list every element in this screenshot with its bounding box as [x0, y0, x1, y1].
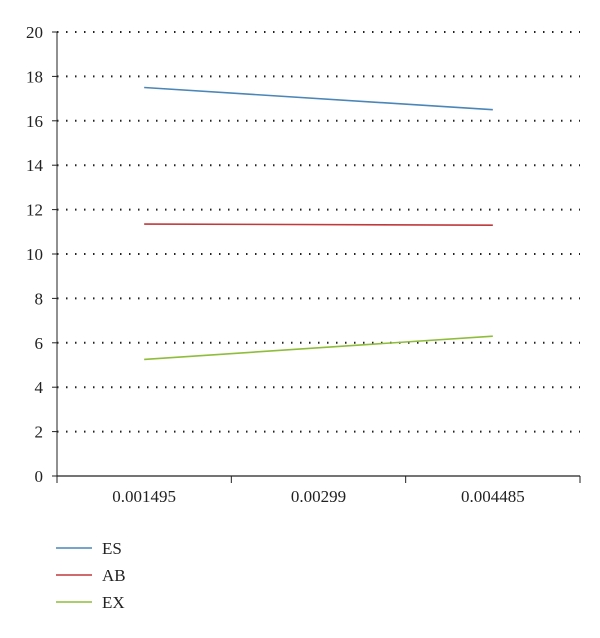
y-tick-label-2: 2 [35, 423, 44, 442]
legend-label-ab: AB [102, 566, 126, 585]
axes [52, 31, 581, 483]
x-tick-label-2: 0.004485 [461, 487, 525, 506]
y-tick-label-14: 14 [26, 156, 44, 175]
y-tick-label-8: 8 [35, 289, 44, 308]
grid-lines [57, 31, 580, 433]
series-lines [144, 86, 493, 361]
series-line-ab [144, 223, 493, 226]
y-tick-labels: 0 2 4 6 8 10 12 14 16 18 20 [26, 23, 44, 486]
series-line-es [144, 86, 493, 111]
y-tick-label-16: 16 [26, 112, 43, 131]
x-tick-label-0: 0.001495 [112, 487, 176, 506]
x-tick-label-1: 0.00299 [291, 487, 346, 506]
legend: ES AB EX [56, 539, 126, 612]
legend-label-ex: EX [102, 593, 125, 612]
y-tick-label-20: 20 [26, 23, 43, 42]
legend-label-es: ES [102, 539, 122, 558]
y-tick-label-6: 6 [35, 334, 44, 353]
y-tick-label-12: 12 [26, 201, 43, 220]
y-tick-label-18: 18 [26, 67, 43, 86]
y-tick-label-10: 10 [26, 245, 43, 264]
x-tick-labels: 0.001495 0.00299 0.004485 [112, 487, 524, 506]
y-tick-label-0: 0 [35, 467, 44, 486]
y-tick-label-4: 4 [35, 378, 44, 397]
series-line-ex [144, 335, 493, 361]
